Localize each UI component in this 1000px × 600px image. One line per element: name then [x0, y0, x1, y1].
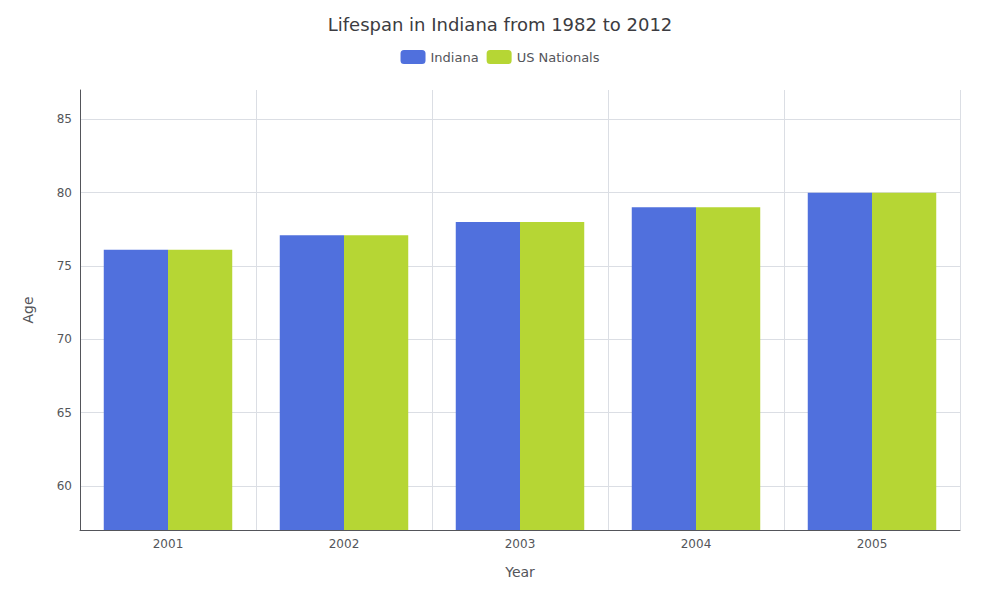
svg-text:US Nationals: US Nationals: [517, 50, 600, 65]
svg-text:60: 60: [57, 479, 72, 493]
svg-text:Year: Year: [504, 564, 535, 580]
svg-text:2004: 2004: [681, 537, 712, 551]
svg-text:2002: 2002: [329, 537, 360, 551]
svg-text:Age: Age: [20, 296, 36, 323]
svg-text:2005: 2005: [857, 537, 888, 551]
svg-text:75: 75: [57, 259, 72, 273]
svg-text:85: 85: [57, 112, 72, 126]
svg-text:2003: 2003: [505, 537, 536, 551]
svg-text:80: 80: [57, 186, 72, 200]
svg-text:Lifespan in Indiana from 1982: Lifespan in Indiana from 1982 to 2012: [328, 14, 673, 35]
svg-text:2001: 2001: [153, 537, 184, 551]
svg-text:Indiana: Indiana: [431, 50, 479, 65]
svg-text:65: 65: [57, 406, 72, 420]
svg-text:70: 70: [57, 332, 72, 346]
